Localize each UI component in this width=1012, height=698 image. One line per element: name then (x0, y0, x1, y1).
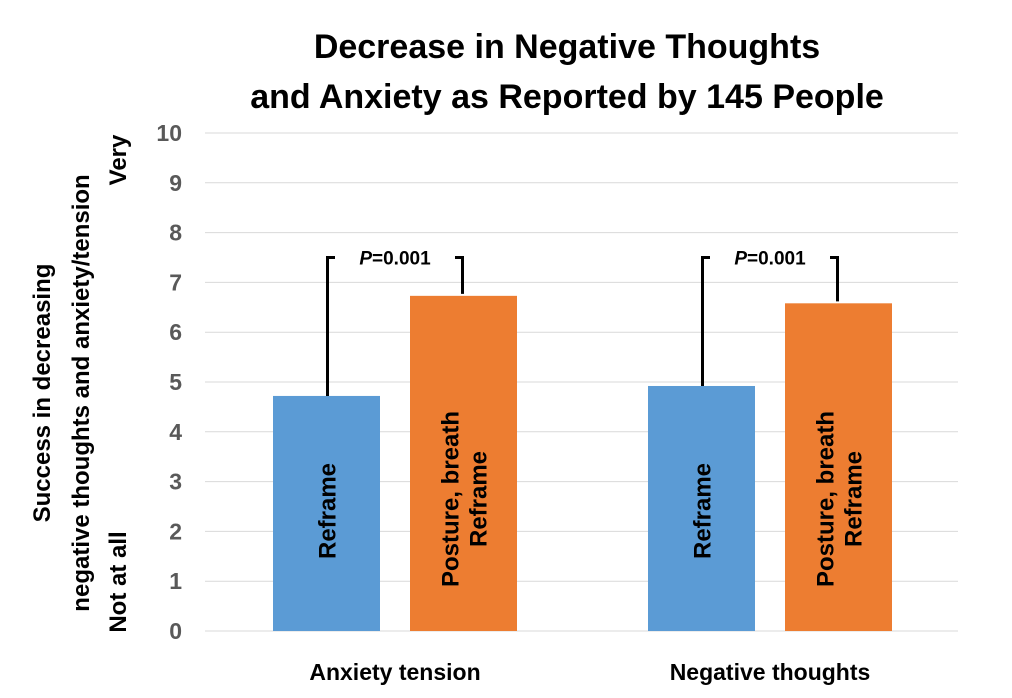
bar-label-line: Reframe (466, 451, 493, 547)
p-value-prefix: P (359, 249, 372, 270)
y-tick-label: 3 (169, 469, 182, 495)
bar-posture-breath-reframe-anxiety-tension (410, 295, 517, 631)
x-category-label: Anxiety tension (309, 659, 480, 685)
y-tick-label: 2 (169, 518, 182, 544)
y-tick-label: 0 (169, 618, 182, 644)
y-tick-label: 1 (169, 568, 182, 594)
p-value-text: =0.001 (372, 249, 431, 270)
significance-bracket-right (455, 256, 464, 294)
chart-title: Decrease in Negative Thoughts and Anxiet… (250, 28, 884, 116)
y-axis-label-top: Very (105, 134, 132, 185)
bar-label: Posture, breathReframe (813, 411, 868, 587)
bar-reframe-negative-thoughts (648, 385, 755, 631)
bar-reframe-anxiety-tension (273, 395, 380, 631)
y-tick-label: 4 (169, 419, 182, 445)
p-value-label: P=0.001 (359, 249, 431, 270)
y-axis-label-bottom: Not at all (105, 531, 132, 632)
bar-posture-breath-reframe-negative-thoughts (785, 303, 892, 631)
chart-title-line-1: Decrease in Negative Thoughts (314, 28, 820, 66)
y-tick-label: 8 (169, 220, 182, 246)
significance-bracket-left (701, 256, 710, 386)
y-tick-label: 7 (169, 269, 182, 295)
y-tick-label: 6 (169, 319, 182, 345)
significance-annotations: P=0.001 P=0.001 (326, 249, 839, 396)
p-value-prefix: P (734, 249, 747, 270)
x-axis-categories: Anxiety tension Negative thoughts (309, 659, 870, 685)
significance-bracket-right (830, 256, 839, 302)
y-tick-label: 9 (169, 170, 182, 196)
x-category-label: Negative thoughts (670, 659, 871, 685)
bar-label-line: Reframe (690, 463, 717, 559)
y-tick-label: 5 (169, 369, 182, 395)
y-axis-label-line-2: negative thoughts and anxiety/tension (68, 174, 95, 611)
p-value-label: P=0.001 (734, 249, 806, 270)
bar-label: Reframe (690, 463, 717, 559)
bar-label: Posture, breathReframe (438, 411, 493, 587)
bar-label: Reframe (315, 463, 342, 559)
y-tick-label: 10 (156, 120, 182, 146)
significance-bracket-left (326, 256, 335, 396)
chart-title-line-2: and Anxiety as Reported by 145 People (250, 78, 884, 116)
bar-label-line: Posture, breath (813, 411, 840, 587)
bar-label-line: Posture, breath (438, 411, 465, 587)
bars: Reframe Posture, breathReframe Reframe Post… (273, 295, 892, 631)
y-axis-ticks: 0 1 2 3 4 5 6 7 8 9 10 (156, 120, 182, 644)
y-axis-label-line-1: Success in decreasing (29, 264, 56, 523)
y-axis-label: Very Success in decreasing negative thou… (29, 134, 132, 633)
bar-label-line: Reframe (841, 451, 868, 547)
p-value-text: =0.001 (747, 249, 806, 270)
bar-label-line: Reframe (315, 463, 342, 559)
